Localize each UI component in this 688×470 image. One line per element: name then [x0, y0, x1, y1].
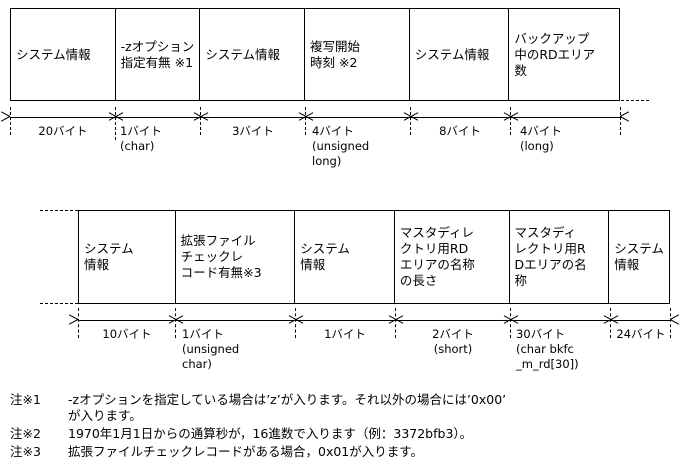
- row1-dim-label-0: 20バイト: [38, 124, 88, 138]
- row2-continuation-dash-top: [40, 210, 78, 211]
- row2-ext-3: [395, 308, 396, 338]
- row2-dimensions: 10バイト 1バイト (unsigned char) 1バイト 2バイト (sh…: [0, 308, 688, 380]
- row2-cell-4: マスタディ レクトリ用R Dエリアの名 称: [510, 211, 610, 303]
- row1-cell-4-label: システム情報: [414, 46, 490, 62]
- row1-dim-label-3: 4バイト (unsigned long): [312, 124, 370, 168]
- row1-dim-label-5: 4バイト (long): [520, 124, 562, 153]
- row2-cell-5-label: システム 情報: [614, 241, 664, 272]
- row2-ext-4: [510, 308, 511, 338]
- row1-dim-label-2: 3バイト: [232, 124, 274, 138]
- row2-dim-label-1: 1バイト (unsigned char): [182, 327, 240, 371]
- footnote-1: 注※1 -zオプションを指定している場合は’z’が入ります。それ以外の場合には’…: [10, 392, 682, 424]
- row1-ext-2: [200, 107, 201, 135]
- row2-cell-3-label: マスタディレ クトリ用RD エリアの名称 の長さ: [399, 225, 475, 288]
- row1-ext-4: [410, 107, 411, 135]
- row1-ext-5: [510, 107, 511, 135]
- row1-cell-1: -zオプション 指定有無 ※1: [116, 9, 201, 100]
- footnote-3-text: 拡張ファイルチェックレコードがある場合，0x01が入ります。: [68, 444, 424, 459]
- footnotes: 注※1 -zオプションを指定している場合は’z’が入ります。それ以外の場合には’…: [10, 392, 682, 462]
- row2-cell-3: マスタディレ クトリ用RD エリアの名称 の長さ: [395, 211, 510, 303]
- row2-ext-0: [78, 308, 79, 338]
- row2-cell-0-label: システム 情報: [84, 241, 134, 272]
- footnote-1-text: -zオプションを指定している場合は’z’が入ります。それ以外の場合には’0x00…: [68, 392, 507, 423]
- row2-dim-label-0: 10バイト: [102, 327, 152, 341]
- row1-cell-5-label: バックアップ 中のRDエリア 数: [514, 30, 596, 78]
- row2-dim-label-4: 30バイト (char bkfc _m_rd[30]): [516, 327, 579, 371]
- row1-dim-line: [10, 117, 620, 118]
- row2-ext-6: [670, 308, 671, 338]
- row1-cell-1-label: -zオプション 指定有無 ※1: [120, 38, 195, 70]
- row2-cell-1-label: 拡張ファイル チェックレ コード有無※3: [180, 233, 262, 280]
- row1-cell-3-label: 複写開始 時刻 ※2: [310, 38, 361, 70]
- row2-cell-1: 拡張ファイル チェックレ コード有無※3: [176, 211, 296, 303]
- footnote-2-tag: 注※2: [10, 426, 41, 441]
- row1-cell-2: システム情報: [200, 9, 306, 100]
- row1-cell-4: システム情報: [410, 9, 510, 100]
- row2-dim-line: [78, 320, 670, 321]
- footnote-2: 注※2 1970年1月1日からの通算秒が，16進数で入ります（例：3372bfb…: [10, 426, 682, 442]
- row1-dim-label-1: 1バイト (char): [120, 124, 162, 153]
- row2-continuation-dash-bottom: [40, 303, 78, 304]
- row2-cell-4-label: マスタディ レクトリ用R Dエリアの名 称: [514, 225, 587, 288]
- row2-dim-label-5: 24バイト: [616, 327, 666, 341]
- row2-dim-label-3: 2バイト (short): [432, 327, 474, 356]
- row2-cell-0: システム 情報: [79, 211, 176, 303]
- row1-ext-3: [305, 107, 306, 135]
- row1-cell-5: バックアップ 中のRDエリア 数: [509, 9, 619, 100]
- footnote-3-tag: 注※3: [10, 444, 41, 459]
- row2-cell-5: システム 情報: [609, 211, 669, 303]
- row2-cell-2: システム 情報: [295, 211, 395, 303]
- row1-ext-0: [10, 107, 11, 135]
- row2-box-group: システム 情報 拡張ファイル チェックレ コード有無※3 システム 情報 マスタ…: [78, 210, 670, 304]
- row1-ext-1: [115, 107, 116, 140]
- row2-ext-1: [175, 308, 176, 338]
- row1-cell-3: 複写開始 時刻 ※2: [305, 9, 410, 100]
- row1-dim-label-4: 8バイト: [439, 124, 481, 138]
- row1-cell-0-label: システム情報: [16, 46, 91, 62]
- row2-ext-2: [295, 308, 296, 338]
- row1-dimensions: 20バイト 1バイト (char) 3バイト 4バイト (unsigned lo…: [0, 107, 688, 177]
- footnote-3: 注※3 拡張ファイルチェックレコードがある場合，0x01が入ります。: [10, 444, 682, 460]
- footnote-1-tag: 注※1: [10, 392, 41, 407]
- row1-cell-0: システム情報: [11, 9, 116, 100]
- row1-cell-2-label: システム情報: [205, 46, 281, 62]
- row2-ext-5: [610, 308, 611, 338]
- row1-ext-6: [620, 107, 621, 135]
- row1-continuation-dash: [621, 100, 649, 101]
- row2-cell-2-label: システム 情報: [300, 241, 350, 272]
- footnote-2-text: 1970年1月1日からの通算秒が，16進数で入ります（例：3372bfb3）。: [68, 426, 473, 441]
- row2-dim-label-2: 1バイト: [324, 327, 366, 341]
- row1-box-group: システム情報 -zオプション 指定有無 ※1 システム情報 複写開始 時刻 ※2…: [10, 8, 620, 101]
